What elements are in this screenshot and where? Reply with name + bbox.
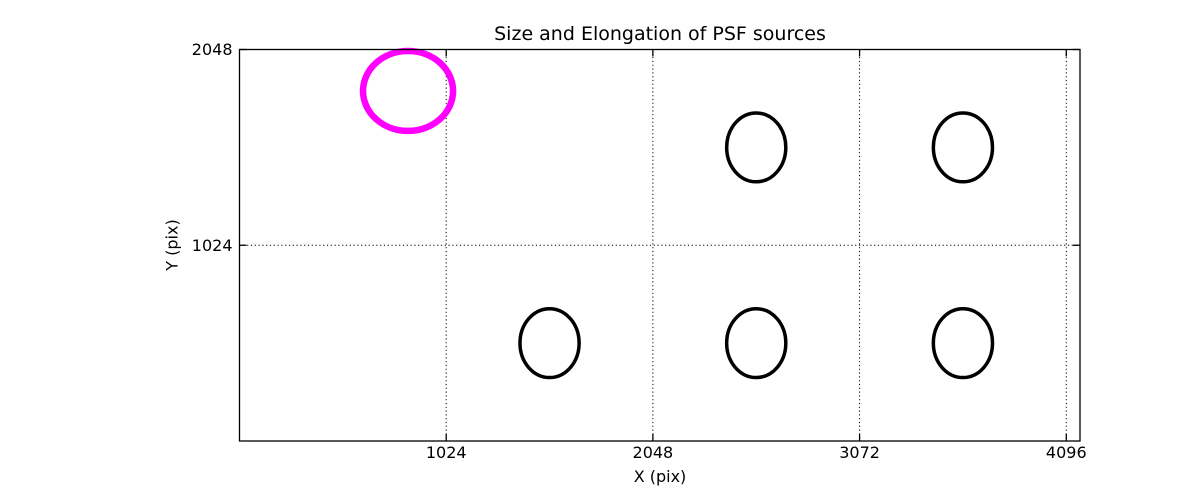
y-axis-label: Y (pix) bbox=[162, 219, 182, 271]
psf-source bbox=[724, 111, 788, 184]
x-tick-label: 1024 bbox=[426, 443, 467, 462]
psf-source bbox=[931, 306, 995, 380]
x-tick-label: 4096 bbox=[1046, 443, 1087, 462]
psf-source bbox=[518, 306, 581, 380]
y-tick-label: 1024 bbox=[192, 236, 233, 255]
chart-title: Size and Elongation of PSF sources bbox=[494, 23, 826, 45]
highlighted-psf-source bbox=[359, 47, 457, 135]
x-tick-label: 2048 bbox=[633, 443, 674, 462]
psf-source bbox=[724, 306, 788, 380]
y-tick-label: 2048 bbox=[192, 40, 233, 59]
psf-source bbox=[931, 111, 995, 184]
x-axis-label: X (pix) bbox=[633, 467, 687, 486]
x-tick-label: 3072 bbox=[839, 443, 880, 462]
